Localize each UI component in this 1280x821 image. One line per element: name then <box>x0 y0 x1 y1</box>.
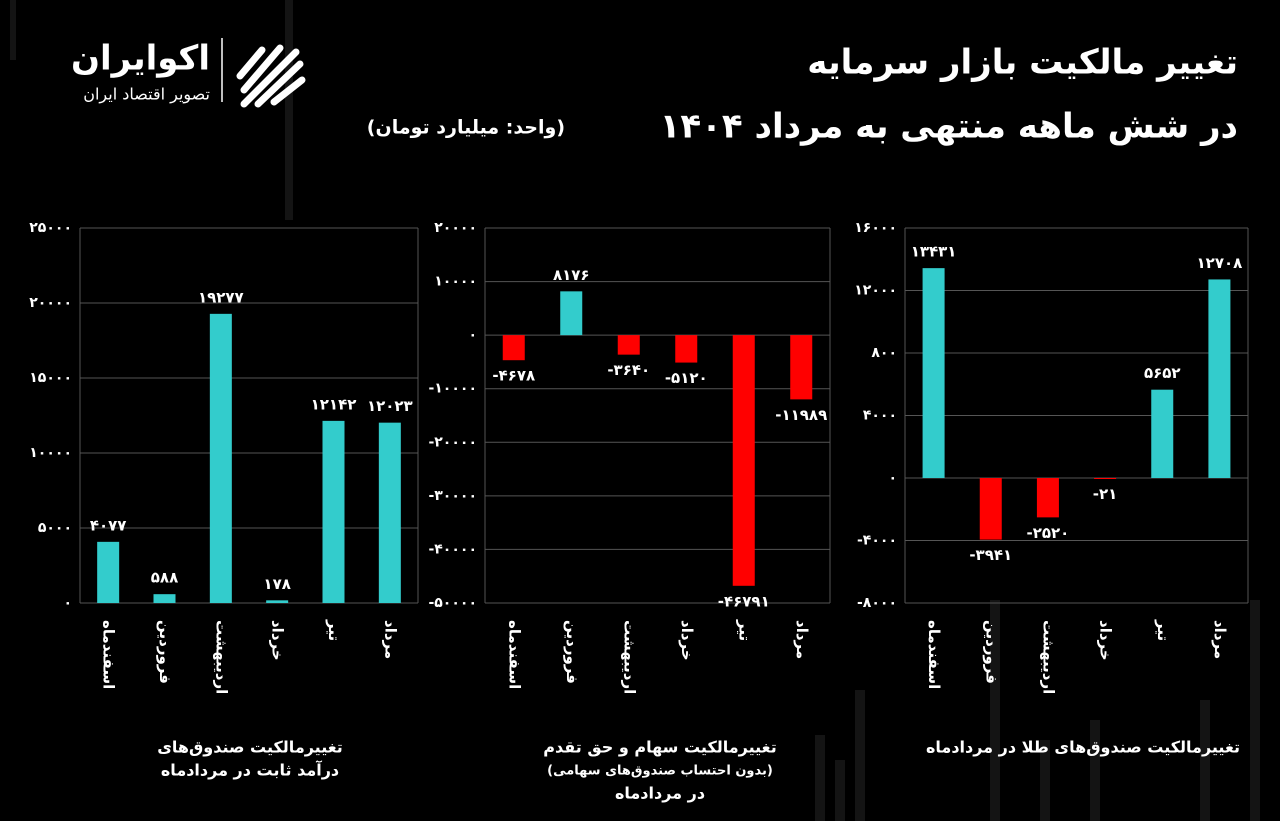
unit: (واحد: میلیارد تومان) <box>367 117 565 139</box>
value-label: -۴۶۷۹۱ <box>718 592 770 610</box>
x-tick-label: تیر <box>1154 619 1172 641</box>
chart-caption: درآمد ثابت در مردادماه <box>161 760 339 780</box>
bar <box>502 335 525 361</box>
x-tick-label: مرداد <box>381 620 399 659</box>
chart-caption: تغییرمالکیت سهام و حق تقدم <box>543 738 776 757</box>
value-label: -۴۶۷۸ <box>492 367 535 385</box>
y-tick-label: ۵۰۰۰ <box>38 520 72 536</box>
y-tick-label: ۱۰۰۰۰ <box>434 274 477 290</box>
x-tick-label: تیر <box>735 619 753 641</box>
brand: اکوایران <box>71 39 210 79</box>
y-tick-label: ۰ <box>63 595 72 611</box>
value-label: ۴۰۷۷ <box>90 516 127 534</box>
x-tick-label: خرداد <box>678 620 696 661</box>
value-label: -۳۹۴۱ <box>969 546 1012 564</box>
y-tick-label: ۴۰۰۰ <box>863 408 897 424</box>
x-tick-label: تیر <box>325 619 343 641</box>
value-label: -۲۱ <box>1093 485 1118 503</box>
y-tick-label: ۰ <box>468 327 477 343</box>
value-label: ۱۲۷۰۸ <box>1197 254 1243 272</box>
y-tick-label: -۳۰۰۰۰ <box>428 488 477 504</box>
x-tick-label: خرداد <box>1097 620 1115 661</box>
x-tick-label: خرداد <box>269 620 287 661</box>
value-label: ۱۳۴۳۱ <box>911 243 957 261</box>
bar <box>617 335 640 355</box>
y-tick-label: ۰ <box>888 470 897 486</box>
y-tick-label: -۲۰۰۰۰ <box>428 434 477 450</box>
background-decor <box>10 0 1260 821</box>
bar <box>675 335 698 363</box>
bar <box>1208 279 1231 478</box>
value-label: ۱۷۸ <box>263 575 290 593</box>
x-tick-label: اسفندماه <box>505 620 523 689</box>
chart-caption: تغییرمالکیت صندوق‌های طلا در مردادماه <box>926 738 1240 757</box>
y-tick-label: ۱۵۰۰۰ <box>29 370 72 386</box>
subtitle: در شش ماهه منتهی به مرداد ۱۴۰۴ <box>660 107 1238 147</box>
x-tick-label: اردیبهشت <box>1039 620 1057 694</box>
value-label: ۱۲۱۴۲ <box>311 395 357 413</box>
bar <box>97 541 120 603</box>
y-tick-label: ۲۰۰۰۰ <box>29 295 72 311</box>
bar <box>1094 478 1117 479</box>
y-tick-label: -۴۰۰۰۰ <box>428 541 477 557</box>
bar <box>322 420 345 603</box>
bar <box>732 335 755 586</box>
x-tick-label: فروردین <box>982 620 1000 684</box>
value-label: ۵۸۸ <box>151 569 178 587</box>
x-tick-label: اردیبهشت <box>212 620 230 694</box>
value-label: -۱۱۹۸۹ <box>775 406 827 424</box>
bar <box>790 335 813 400</box>
value-label: ۱۲۰۲۳ <box>367 397 413 415</box>
y-tick-label: ۱۰۰۰۰ <box>29 445 72 461</box>
value-label: -۲۵۲۰ <box>1026 524 1069 542</box>
bar <box>1151 389 1174 478</box>
bar <box>266 600 289 603</box>
x-tick-label: اسفندماه <box>925 620 943 689</box>
bar <box>209 313 232 603</box>
chart-caption: (بدون احتساب صندوق‌های سهامی) <box>547 764 773 779</box>
y-tick-label: ۲۰۰۰۰ <box>434 220 477 236</box>
x-tick-label: مرداد <box>793 620 811 659</box>
x-tick-label: فروردین <box>156 620 174 684</box>
value-label: ۸۱۷۶ <box>553 266 590 284</box>
bar <box>1036 478 1059 518</box>
y-tick-label: -۵۰۰۰۰ <box>428 595 477 611</box>
x-tick-label: فروردین <box>563 620 581 684</box>
title: تغییر مالکیت بازار سرمایه <box>807 43 1238 83</box>
y-tick-label: ۸۰۰ <box>871 345 897 361</box>
y-tick-label: ۱۲۰۰۰ <box>854 283 897 299</box>
value-label: ۱۹۲۷۷ <box>198 288 244 306</box>
logo-icon <box>236 44 306 108</box>
bar <box>153 594 176 603</box>
bar <box>378 422 401 603</box>
x-tick-label: مرداد <box>1211 620 1229 659</box>
x-tick-label: اردیبهشت <box>620 620 638 694</box>
y-tick-label: -۸۰۰۰ <box>857 595 897 611</box>
chart-caption: تغییرمالکیت صندوق‌های <box>157 738 343 757</box>
y-tick-label: -۴۰۰۰ <box>857 533 897 549</box>
value-label: -۳۶۴۰ <box>607 361 650 379</box>
y-tick-label: ۱۶۰۰۰ <box>854 220 897 236</box>
chart-caption: در مردادماه <box>615 784 705 803</box>
x-tick-label: اسفندماه <box>100 620 118 689</box>
value-label: ۵۶۵۲ <box>1144 364 1181 382</box>
y-tick-label: ۲۵۰۰۰ <box>29 220 72 236</box>
y-tick-label: -۱۰۰۰۰ <box>428 381 477 397</box>
value-label: -۵۱۲۰ <box>665 369 708 387</box>
bar <box>922 268 945 478</box>
bar <box>560 291 583 336</box>
tagline: تصویر اقتصاد ایران <box>83 85 210 105</box>
bar <box>979 478 1002 540</box>
